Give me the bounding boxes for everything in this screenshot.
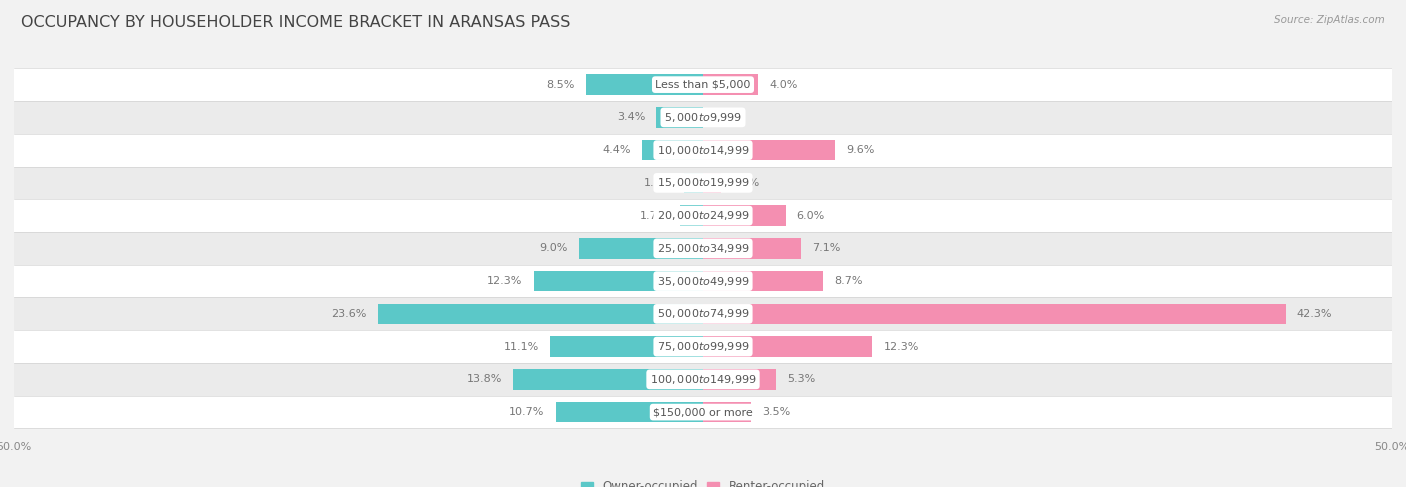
Text: $100,000 to $149,999: $100,000 to $149,999	[650, 373, 756, 386]
Bar	[703, 369, 776, 390]
Text: $35,000 to $49,999: $35,000 to $49,999	[657, 275, 749, 288]
Bar	[14, 68, 1392, 101]
Text: 8.7%: 8.7%	[834, 276, 862, 286]
Bar	[533, 271, 703, 291]
Bar	[378, 304, 703, 324]
Text: Source: ZipAtlas.com: Source: ZipAtlas.com	[1274, 15, 1385, 25]
Text: 5.3%: 5.3%	[787, 375, 815, 384]
Text: $150,000 or more: $150,000 or more	[654, 407, 752, 417]
Text: $5,000 to $9,999: $5,000 to $9,999	[664, 111, 742, 124]
Bar	[14, 330, 1392, 363]
Bar	[703, 206, 786, 226]
Text: 12.3%: 12.3%	[486, 276, 523, 286]
Text: $50,000 to $74,999: $50,000 to $74,999	[657, 307, 749, 320]
Bar	[703, 304, 1286, 324]
Text: 42.3%: 42.3%	[1296, 309, 1333, 319]
Text: 12.3%: 12.3%	[883, 341, 920, 352]
Text: 6.0%: 6.0%	[797, 210, 825, 221]
Bar	[703, 140, 835, 160]
Bar	[513, 369, 703, 390]
Text: 1.3%: 1.3%	[733, 178, 761, 188]
Bar	[14, 101, 1392, 134]
Bar	[703, 173, 721, 193]
Text: 1.4%: 1.4%	[644, 178, 672, 188]
Text: 10.7%: 10.7%	[509, 407, 544, 417]
Text: 9.0%: 9.0%	[540, 244, 568, 253]
Text: $10,000 to $14,999: $10,000 to $14,999	[657, 144, 749, 157]
Text: 23.6%: 23.6%	[332, 309, 367, 319]
Bar	[703, 402, 751, 422]
Text: 8.5%: 8.5%	[547, 80, 575, 90]
Bar	[579, 238, 703, 259]
Text: 4.4%: 4.4%	[603, 145, 631, 155]
Bar	[703, 271, 823, 291]
Text: Less than $5,000: Less than $5,000	[655, 80, 751, 90]
Text: OCCUPANCY BY HOUSEHOLDER INCOME BRACKET IN ARANSAS PASS: OCCUPANCY BY HOUSEHOLDER INCOME BRACKET …	[21, 15, 571, 30]
Bar	[14, 232, 1392, 265]
Legend: Owner-occupied, Renter-occupied: Owner-occupied, Renter-occupied	[581, 480, 825, 487]
Bar	[14, 199, 1392, 232]
Text: 3.5%: 3.5%	[762, 407, 790, 417]
Bar	[14, 298, 1392, 330]
Text: $15,000 to $19,999: $15,000 to $19,999	[657, 176, 749, 189]
Text: $25,000 to $34,999: $25,000 to $34,999	[657, 242, 749, 255]
Text: $75,000 to $99,999: $75,000 to $99,999	[657, 340, 749, 353]
Text: 11.1%: 11.1%	[503, 341, 538, 352]
Bar	[683, 173, 703, 193]
Bar	[657, 107, 703, 128]
Text: 7.1%: 7.1%	[811, 244, 841, 253]
Text: 4.0%: 4.0%	[769, 80, 797, 90]
Text: 13.8%: 13.8%	[467, 375, 502, 384]
Bar	[14, 396, 1392, 429]
Text: 9.6%: 9.6%	[846, 145, 875, 155]
Bar	[14, 134, 1392, 167]
Bar	[14, 167, 1392, 199]
Bar	[703, 75, 758, 95]
Bar	[643, 140, 703, 160]
Bar	[14, 363, 1392, 396]
Bar	[703, 238, 801, 259]
Text: $20,000 to $24,999: $20,000 to $24,999	[657, 209, 749, 222]
Bar	[555, 402, 703, 422]
Text: 1.7%: 1.7%	[640, 210, 669, 221]
Bar	[703, 337, 873, 357]
Text: 3.4%: 3.4%	[617, 112, 645, 122]
Bar	[679, 206, 703, 226]
Bar	[14, 265, 1392, 298]
Bar	[550, 337, 703, 357]
Text: 0.0%: 0.0%	[714, 112, 742, 122]
Bar	[586, 75, 703, 95]
